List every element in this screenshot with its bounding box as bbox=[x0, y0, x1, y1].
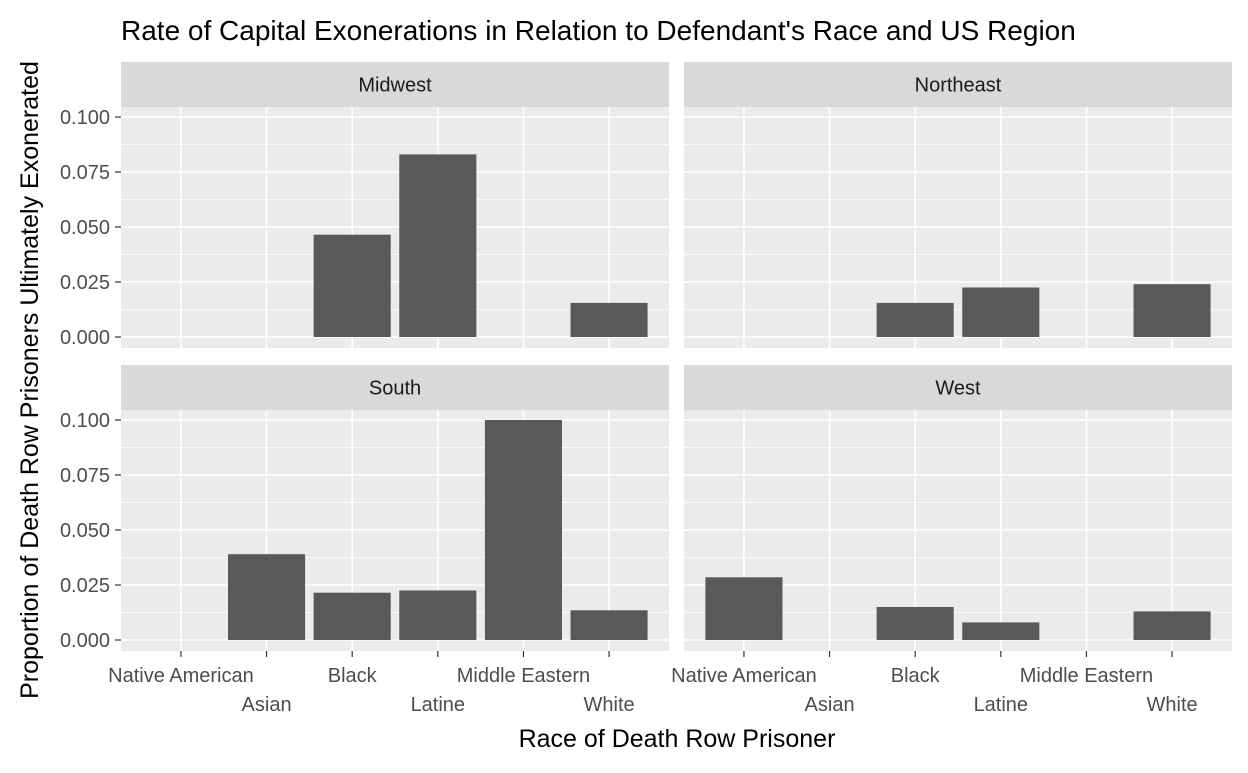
x-axis-title: Race of Death Row Prisoner bbox=[519, 725, 836, 753]
x-tick-label: White bbox=[1147, 694, 1198, 716]
chart-title: Rate of Capital Exonerations in Relation… bbox=[121, 15, 1076, 46]
x-tick-label: Asian bbox=[242, 694, 292, 716]
y-tick-label: 0.050 bbox=[60, 520, 110, 542]
bar-latine bbox=[962, 287, 1040, 337]
bar-white bbox=[570, 610, 648, 640]
y-axis-title: Proportion of Death Row Prisoners Ultima… bbox=[16, 61, 44, 699]
facet-panel-south: South 0.000 0.025 0.050 0.075 0.100 Native Ame… bbox=[60, 365, 669, 716]
facet-panel-midwest: Midwest 0.000 0.025 0.050 0.075 0.100 bbox=[60, 62, 669, 349]
y-tick-label: 0.100 bbox=[60, 107, 110, 129]
x-tick-label: Native American bbox=[108, 665, 254, 687]
y-tick-label: 0.100 bbox=[60, 410, 110, 432]
facet-panel-west: West Native American Asian Black Latine Middl… bbox=[671, 365, 1232, 716]
strip-label: South bbox=[369, 378, 421, 400]
strip-label: Northeast bbox=[915, 75, 1002, 97]
bar-black bbox=[313, 592, 391, 640]
y-tick-label: 0.075 bbox=[60, 162, 110, 184]
bar-asian bbox=[228, 554, 306, 640]
x-tick-label: Latine bbox=[974, 694, 1029, 716]
bar-latine bbox=[399, 154, 477, 337]
x-tick-label: Latine bbox=[411, 694, 466, 716]
x-tick-label: White bbox=[584, 694, 635, 716]
bar-white bbox=[1133, 284, 1211, 337]
strip-label: Midwest bbox=[358, 75, 432, 97]
bar-black bbox=[876, 607, 954, 640]
panels-layer: Midwest 0.000 0.025 0.050 0.075 0.100 Northeas… bbox=[60, 62, 1232, 716]
x-tick-label: Middle Eastern bbox=[457, 665, 590, 687]
x-tick-label: Middle Eastern bbox=[1020, 665, 1153, 687]
strip-label: West bbox=[935, 378, 981, 400]
y-tick-label: 0.075 bbox=[60, 465, 110, 487]
bar-black bbox=[876, 302, 954, 337]
bar-latine bbox=[962, 622, 1040, 640]
bar-native-american bbox=[705, 577, 783, 640]
bar-white bbox=[1133, 611, 1211, 640]
bar-white bbox=[570, 302, 648, 337]
facet-panel-northeast: Northeast bbox=[684, 62, 1232, 348]
x-tick-label: Asian bbox=[805, 694, 855, 716]
y-tick-label: 0.025 bbox=[60, 272, 110, 294]
bar-black bbox=[313, 234, 391, 337]
strip-background bbox=[121, 62, 669, 107]
x-tick-label: Black bbox=[891, 665, 941, 687]
strip-background bbox=[684, 62, 1232, 107]
strip-background bbox=[121, 365, 669, 410]
strip-background bbox=[684, 365, 1232, 410]
x-tick-label: Black bbox=[328, 665, 378, 687]
x-tick-label: Native American bbox=[671, 665, 817, 687]
y-tick-label: 0.000 bbox=[60, 327, 110, 349]
y-tick-label: 0.050 bbox=[60, 217, 110, 239]
y-tick-label: 0.025 bbox=[60, 575, 110, 597]
bar-latine bbox=[399, 590, 477, 640]
y-tick-label: 0.000 bbox=[60, 630, 110, 652]
bar-middle-eastern bbox=[484, 420, 562, 640]
